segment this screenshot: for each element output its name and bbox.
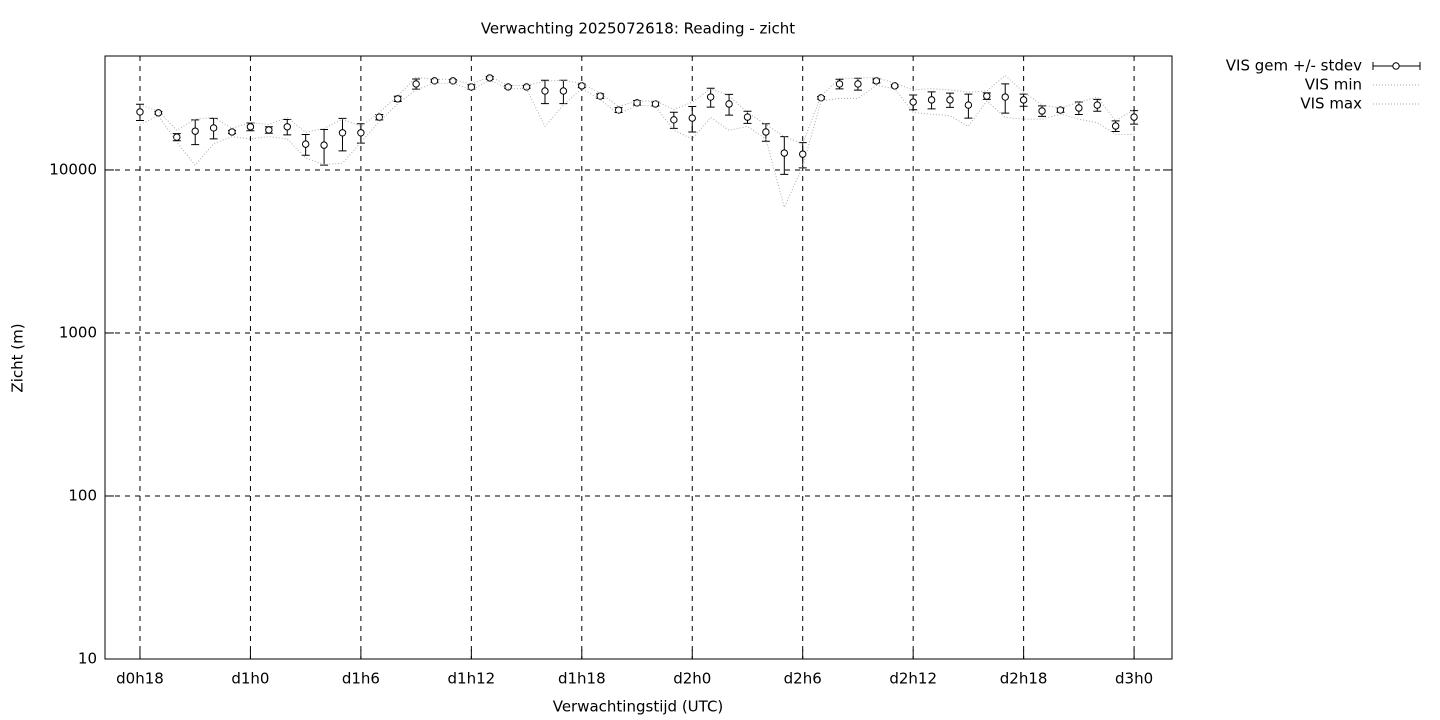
mean-point bbox=[946, 96, 954, 104]
x-tick-label: d1h6 bbox=[342, 670, 380, 688]
mean-point bbox=[357, 129, 365, 137]
mean-point bbox=[927, 96, 936, 104]
mean-point bbox=[486, 74, 494, 82]
y-tick-label: 10 bbox=[78, 650, 97, 668]
y-axis-label: Zicht (m) bbox=[9, 323, 27, 392]
x-tick-label: d1h12 bbox=[448, 670, 496, 688]
mean-point bbox=[265, 126, 273, 134]
mean-point bbox=[559, 87, 568, 95]
legend-label: VIS max bbox=[1300, 95, 1362, 113]
min-max-line bbox=[139, 74, 1135, 145]
x-tick-label: d1h0 bbox=[231, 670, 269, 688]
mean-point bbox=[412, 80, 420, 88]
mean-point bbox=[817, 94, 825, 102]
x-tick-label: d2h18 bbox=[1000, 670, 1048, 688]
mean-point bbox=[1001, 93, 1009, 101]
mean-point bbox=[688, 114, 696, 122]
mean-point bbox=[780, 149, 789, 157]
chart-title: Verwachting 2025072618: Reading - zicht bbox=[481, 20, 795, 38]
legend-label: VIS min bbox=[1305, 76, 1362, 94]
mean-point bbox=[983, 92, 991, 100]
mean-point bbox=[614, 106, 623, 114]
mean-point bbox=[891, 82, 899, 90]
mean-point bbox=[799, 150, 807, 158]
mean-point bbox=[651, 100, 660, 108]
x-tick-label: d3h0 bbox=[1115, 670, 1153, 688]
x-tick-label: d1h18 bbox=[558, 670, 606, 688]
x-tick-label: d0h18 bbox=[116, 670, 164, 688]
mean-point bbox=[1038, 107, 1046, 115]
mean-point bbox=[246, 123, 255, 131]
mean-point bbox=[762, 128, 770, 136]
mean-point bbox=[283, 123, 291, 131]
x-tick-label: d2h6 bbox=[784, 670, 822, 688]
mean-point bbox=[394, 95, 402, 103]
mean-point bbox=[872, 77, 881, 85]
mean-point bbox=[191, 127, 199, 135]
x-axis-label: Verwachtingstijd (UTC) bbox=[553, 698, 724, 716]
y-tick-label: 1000 bbox=[59, 323, 97, 341]
mean-point bbox=[725, 100, 733, 108]
mean-point bbox=[706, 93, 715, 101]
mean-point bbox=[301, 140, 310, 148]
mean-point bbox=[209, 124, 218, 132]
legend-label: VIS gem +/- stdev bbox=[1226, 57, 1362, 75]
mean-point bbox=[136, 108, 144, 116]
mean-point bbox=[578, 82, 586, 90]
mean-point bbox=[541, 87, 549, 95]
mean-point bbox=[596, 92, 604, 100]
mean-point bbox=[1130, 113, 1138, 121]
mean-point bbox=[1056, 106, 1065, 114]
mean-point bbox=[1019, 96, 1028, 104]
mean-point bbox=[909, 98, 917, 106]
mean-point bbox=[1093, 101, 1101, 109]
mean-point bbox=[338, 129, 347, 137]
mean-point bbox=[633, 99, 641, 107]
mean-point bbox=[964, 101, 973, 109]
mean-point bbox=[670, 116, 678, 124]
mean-point bbox=[375, 113, 383, 121]
mean-point bbox=[743, 113, 752, 121]
mean-point bbox=[154, 109, 163, 117]
mean-point bbox=[173, 133, 181, 141]
y-tick-label: 10000 bbox=[49, 160, 97, 178]
mean-point bbox=[835, 80, 844, 88]
mean-point bbox=[854, 80, 862, 88]
mean-point bbox=[320, 141, 328, 149]
y-tick-label: 100 bbox=[68, 486, 97, 504]
mean-point bbox=[1111, 122, 1120, 130]
x-tick-label: d2h0 bbox=[673, 670, 711, 688]
x-tick-label: d2h12 bbox=[889, 670, 937, 688]
mean-point bbox=[228, 128, 236, 136]
mean-point bbox=[430, 77, 439, 85]
plot-frame bbox=[104, 55, 1173, 660]
mean-point bbox=[1075, 104, 1083, 112]
legend-swatch bbox=[1392, 62, 1400, 70]
